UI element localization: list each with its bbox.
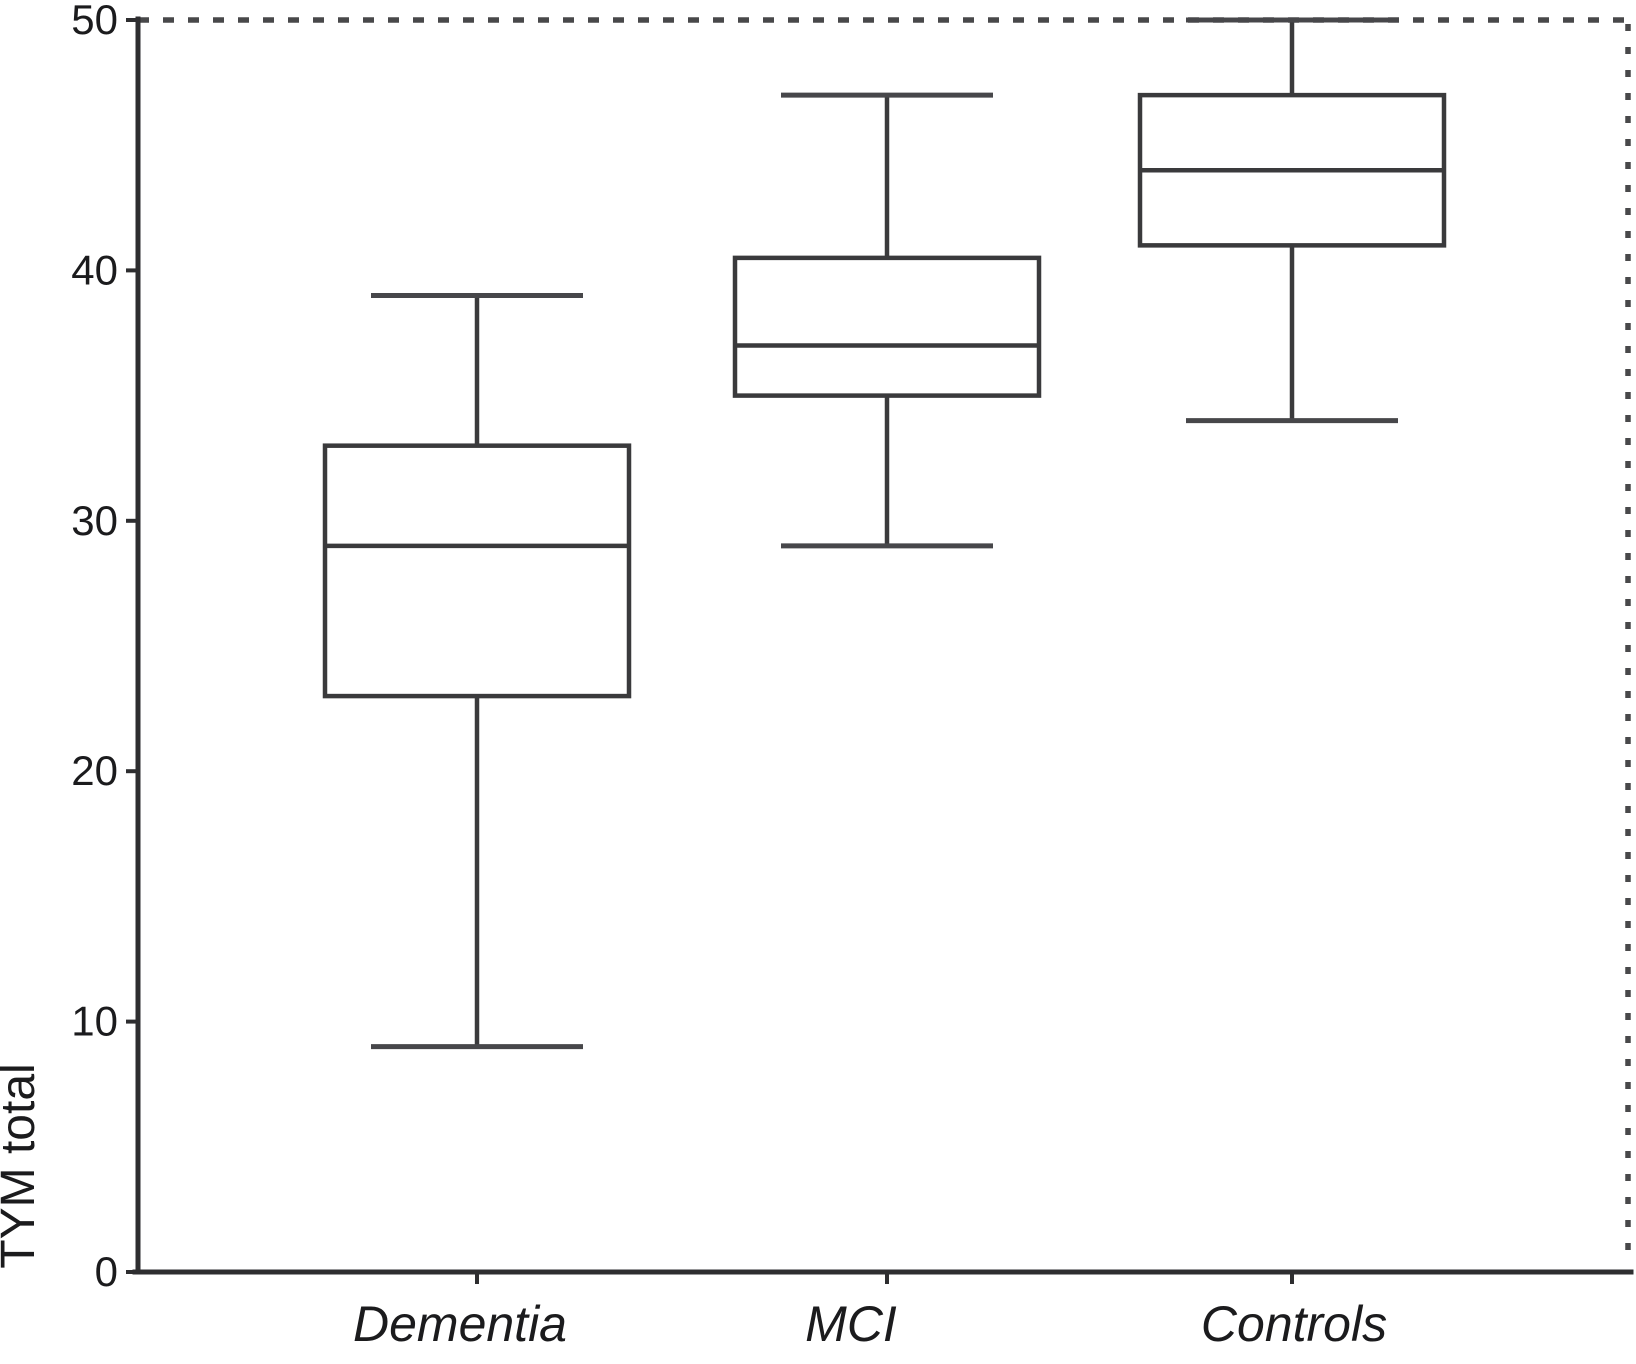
y-axis-ticks: 0 10 20 30 40 50 [71, 0, 138, 1295]
y-tick-label: 30 [71, 497, 118, 544]
axes [132, 16, 1634, 1275]
y-tick-label: 10 [71, 998, 118, 1045]
y-axis-label: TYM total [0, 1063, 45, 1268]
category-label-mci: MCI [805, 1296, 897, 1352]
y-tick-label: 50 [71, 0, 118, 43]
box-groups [322, 17, 1447, 1050]
category-labels: Dementia MCI Controls [353, 1272, 1387, 1352]
y-tick-label: 40 [71, 246, 118, 293]
box-group-dementia [322, 292, 632, 1050]
iqr-box [732, 255, 1042, 398]
iqr-box [322, 443, 632, 699]
box-group-mci [732, 92, 1042, 549]
box-group-controls [1137, 17, 1447, 424]
y-tick-label: 0 [95, 1248, 118, 1295]
y-tick-label: 20 [71, 747, 118, 794]
category-label-controls: Controls [1201, 1296, 1387, 1352]
category-label-dementia: Dementia [353, 1296, 567, 1352]
